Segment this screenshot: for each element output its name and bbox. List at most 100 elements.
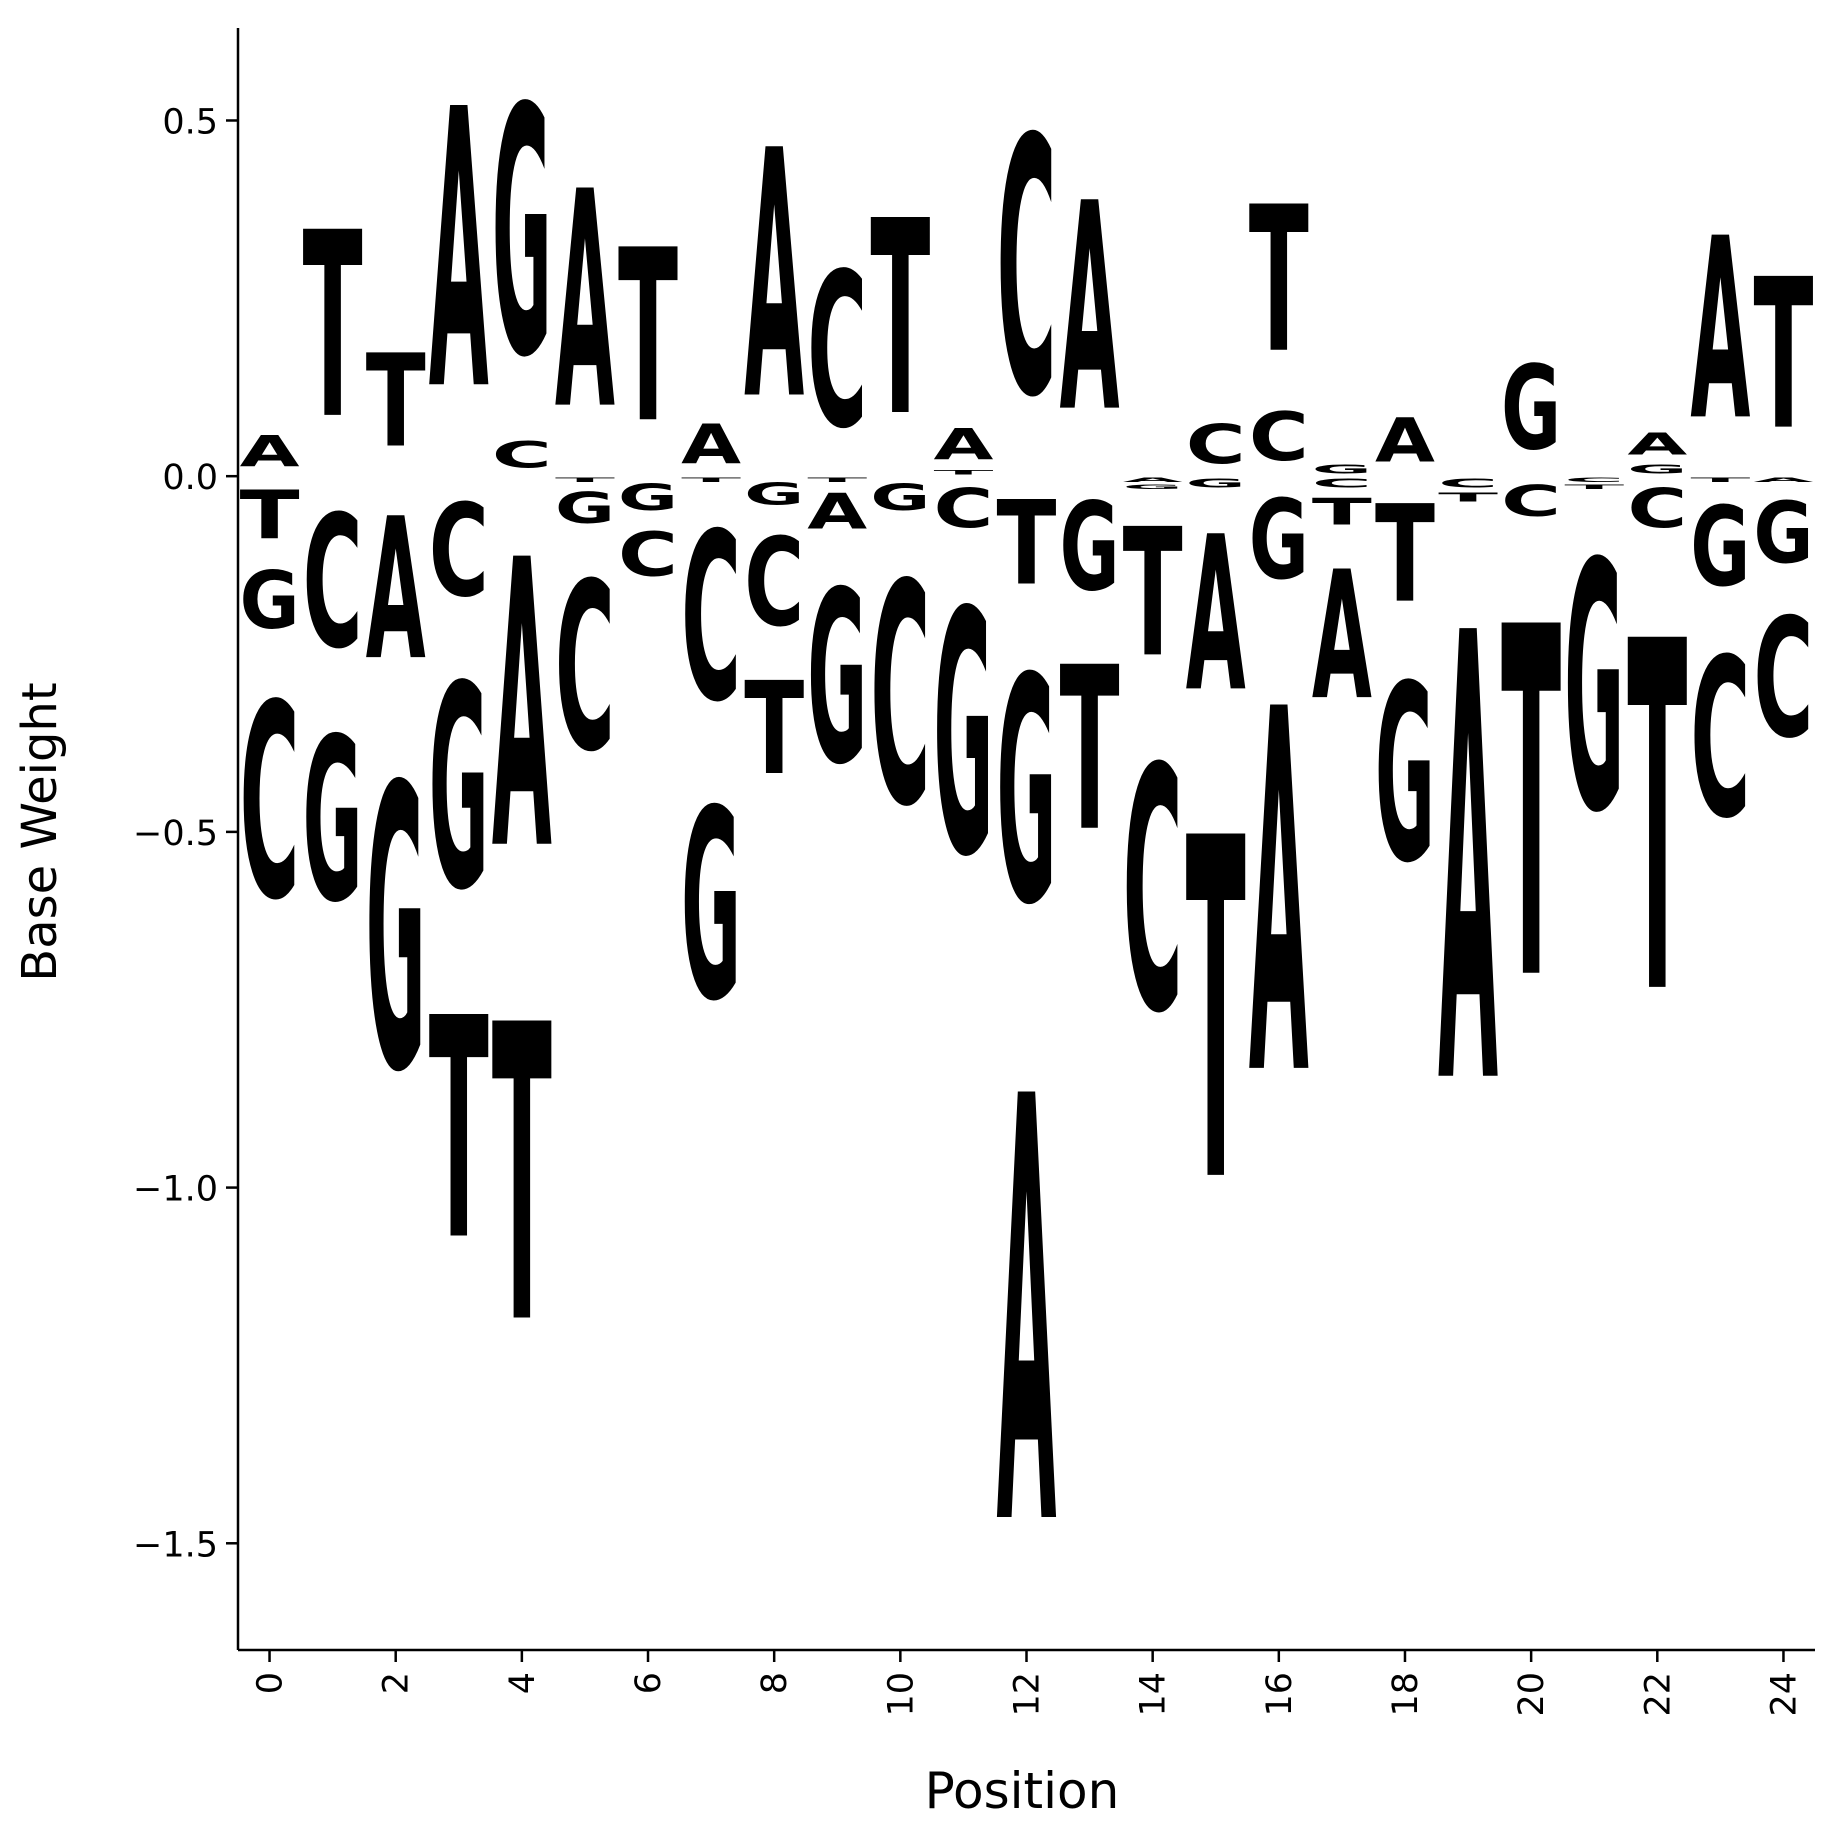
logo-letter-g-pos-12: G xyxy=(997,613,1057,974)
logo-letter-a-pos-17: A xyxy=(1312,535,1372,740)
logo-letter-a-pos-12: A xyxy=(997,977,1057,1656)
x-tick-label: 4 xyxy=(503,1672,543,1694)
logo-letter-t-pos-15: T xyxy=(1186,741,1246,1286)
logo-letter-g-pos-15: G xyxy=(1186,476,1246,490)
logo-letter-a-pos-2: A xyxy=(366,477,426,703)
logo-letter-t-pos-4: T xyxy=(492,940,552,1414)
y-tick-label: 0.0 xyxy=(162,458,218,498)
logo-letter-c-pos-11: C xyxy=(933,477,993,541)
logo-letter-c-pos-15: C xyxy=(1186,413,1246,477)
logo-letter-t-pos-17: T xyxy=(1312,491,1372,533)
logo-letter-g-pos-17: G xyxy=(1312,462,1372,476)
logo-letter-t-pos-24: T xyxy=(1753,237,1813,476)
logo-letter-g-pos-6: G xyxy=(618,476,678,519)
logo-letter-g-pos-11: G xyxy=(933,542,993,932)
logo-letter-g-pos-14: G xyxy=(1123,483,1183,490)
x-tick-label: 18 xyxy=(1386,1672,1426,1717)
y-axis-label: Base Weight xyxy=(12,682,68,981)
logo-letter-t-pos-22: T xyxy=(1627,542,1687,1101)
logo-letter-c-pos-17: C xyxy=(1312,476,1372,490)
logo-letter-a-pos-16: A xyxy=(1249,607,1309,1187)
logo-letters: ATGCTCGTAGACGTCGATATGCTGCATCGAGCTCTAGTGC… xyxy=(240,29,1815,1655)
logo-letter-a-pos-7: A xyxy=(681,412,741,476)
x-tick-label: 22 xyxy=(1638,1672,1678,1717)
logo-letter-g-pos-18: G xyxy=(1375,634,1435,917)
x-tick-label: 8 xyxy=(755,1672,795,1694)
logo-letter-g-pos-2: G xyxy=(366,706,426,1159)
logo-letter-a-pos-5: A xyxy=(555,130,615,476)
logo-letter-c-pos-21: C xyxy=(1564,476,1624,483)
logo-letter-g-pos-8: G xyxy=(744,477,804,512)
logo-letter-c-pos-19: C xyxy=(1438,476,1498,490)
logo-letter-t-pos-16: T xyxy=(1249,163,1309,397)
x-tick-label: 20 xyxy=(1512,1672,1552,1717)
logo-letter-c-pos-7: C xyxy=(681,484,741,753)
logo-letter-a-pos-19: A xyxy=(1438,508,1498,1222)
logo-letter-g-pos-4: G xyxy=(492,37,552,434)
logo-letter-g-pos-20: G xyxy=(1501,341,1561,476)
logo-letter-a-pos-14: A xyxy=(1123,476,1184,483)
logo-letter-c-pos-1: C xyxy=(303,478,363,690)
logo-letter-g-pos-7: G xyxy=(681,756,741,1060)
logo-letter-a-pos-11: A xyxy=(933,419,994,469)
logo-letter-t-pos-3: T xyxy=(429,953,489,1308)
logo-letter-g-pos-5: G xyxy=(555,484,615,533)
logo-letter-g-pos-21: G xyxy=(1564,492,1624,889)
logo-letter-c-pos-5: C xyxy=(555,533,615,802)
logo-letter-t-pos-7: T xyxy=(681,476,742,483)
y-axis: 0.5 0.0 −0.5 −1.0 −1.5 xyxy=(133,28,240,1650)
logo-letter-g-pos-23: G xyxy=(1690,484,1750,611)
x-axis: 0 2 4 6 8 10 12 14 16 18 20 22 24 xyxy=(238,1648,1815,1717)
logo-letter-a-pos-9: A xyxy=(807,484,867,540)
logo-letter-a-pos-23: A xyxy=(1690,185,1750,475)
x-tick-label: 24 xyxy=(1764,1672,1804,1717)
logo-letter-a-pos-22: A xyxy=(1627,426,1688,462)
logo-letter-a-pos-8: A xyxy=(744,80,804,476)
logo-letter-a-pos-24: A xyxy=(1753,476,1814,483)
logo-letter-t-pos-18: T xyxy=(1375,476,1435,632)
logo-letter-t-pos-9: T xyxy=(807,476,868,483)
y-tick-label: −0.5 xyxy=(133,814,218,854)
logo-letter-g-pos-13: G xyxy=(1060,477,1120,619)
logo-letter-c-pos-23: C xyxy=(1690,612,1750,866)
x-tick-label: 6 xyxy=(629,1672,669,1694)
logo-letter-c-pos-3: C xyxy=(429,478,489,626)
logo-letter-g-pos-9: G xyxy=(807,542,867,818)
logo-letter-c-pos-4: C xyxy=(492,433,552,476)
logo-letter-a-pos-4: A xyxy=(492,479,552,938)
logo-letter-t-pos-6: T xyxy=(618,200,678,476)
logo-letter-a-pos-18: A xyxy=(1375,406,1435,477)
logo-letter-c-pos-14: C xyxy=(1123,699,1183,1088)
logo-letter-c-pos-0: C xyxy=(240,647,300,959)
logo-letter-a-pos-3: A xyxy=(429,29,489,475)
logo-letter-t-pos-21: T xyxy=(1564,483,1625,490)
x-tick-label: 10 xyxy=(881,1672,921,1717)
logo-letter-t-pos-13: T xyxy=(1060,620,1120,882)
logo-letter-t-pos-14: T xyxy=(1123,491,1183,696)
x-tick-label: 16 xyxy=(1260,1672,1300,1717)
logo-letter-g-pos-0: G xyxy=(240,554,300,646)
y-tick-label: −1.0 xyxy=(133,1170,218,1210)
logo-letter-a-pos-13: A xyxy=(1060,144,1120,476)
logo-letter-c-pos-16: C xyxy=(1249,398,1309,476)
logo-letter-g-pos-1: G xyxy=(303,692,363,953)
logo-letter-g-pos-3: G xyxy=(429,627,489,953)
logo-letter-t-pos-19: T xyxy=(1438,490,1498,504)
logo-letter-t-pos-12: T xyxy=(997,478,1057,612)
logo-letter-c-pos-22: C xyxy=(1627,477,1687,541)
logo-letter-g-pos-22: G xyxy=(1627,462,1687,476)
y-tick-label: 0.5 xyxy=(162,102,218,142)
logo-letter-a-pos-15: A xyxy=(1186,490,1246,739)
logo-letter-t-pos-1: T xyxy=(303,180,363,477)
logo-letter-g-pos-10: G xyxy=(870,476,930,519)
logo-letter-c-pos-6: C xyxy=(618,519,678,590)
logo-letter-t-pos-8: T xyxy=(744,654,804,803)
logo-letter-a-pos-0: A xyxy=(240,426,301,476)
x-tick-label: 2 xyxy=(377,1672,417,1694)
logo-letter-t-pos-11: T xyxy=(933,469,994,476)
logo-letter-t-pos-10: T xyxy=(870,163,930,475)
x-axis-label: Position xyxy=(925,1762,1120,1820)
logo-letter-c-pos-9: C xyxy=(807,228,867,476)
logo-letter-c-pos-10: C xyxy=(870,520,930,874)
